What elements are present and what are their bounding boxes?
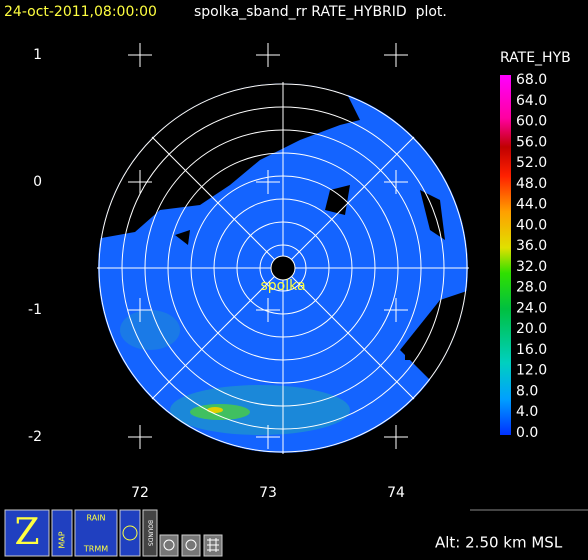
colorbar-label: 40.0 [516, 217, 547, 233]
zoom-buttons[interactable] [159, 534, 223, 557]
z-button[interactable]: Z [4, 509, 50, 557]
colorbar-title: RATE_HYB [500, 50, 571, 66]
lat-lon-crosses [128, 43, 408, 449]
altitude-label: Alt: 2.50 km MSL [435, 534, 563, 552]
svg-text:RAIN: RAIN [86, 514, 105, 523]
toolbar: Z MAP RAIN TRMM BOUNDS [4, 509, 223, 557]
x-label: 72 [131, 485, 149, 501]
colorbar-label: 64.0 [516, 93, 547, 109]
colorbar-label: 0.0 [516, 425, 538, 441]
svg-text:Z: Z [14, 512, 39, 553]
colorbar-label: 32.0 [516, 259, 547, 275]
colorbar-label: 60.0 [516, 114, 547, 130]
bounds-button[interactable]: BOUNDS [142, 509, 158, 557]
colorbar-label: 24.0 [516, 300, 547, 316]
x-label: 74 [387, 485, 405, 501]
station-marker [270, 255, 296, 281]
y-label: -2 [28, 429, 42, 445]
svg-text:BOUNDS: BOUNDS [147, 520, 154, 546]
y-label: 1 [33, 47, 42, 63]
colorbar-label: 20.0 [516, 321, 547, 337]
colorbar-label: 56.0 [516, 134, 547, 150]
timestamp: 24-oct-2011,08:00:00 [4, 4, 157, 20]
colorbar [500, 75, 511, 435]
station-label: spolka [260, 278, 305, 294]
colorbar-label: 68.0 [516, 72, 547, 88]
range-rings [97, 82, 469, 454]
colorbar-label: 8.0 [516, 383, 538, 399]
colorbar-label: 12.0 [516, 363, 547, 379]
colorbar-label: 44.0 [516, 197, 547, 213]
x-label: 73 [259, 485, 277, 501]
plot-title: spolka_sband_rr RATE_HYBRID plot. [194, 4, 447, 20]
y-label: 0 [33, 174, 42, 190]
colorbar-label: 16.0 [516, 342, 547, 358]
colorbar-label: 48.0 [516, 176, 547, 192]
radar-button[interactable] [119, 509, 141, 557]
colorbar-label: 4.0 [516, 404, 538, 420]
rain-trmm-button[interactable]: RAIN TRMM [74, 509, 118, 557]
map-button[interactable]: MAP [51, 509, 73, 557]
svg-text:MAP: MAP [58, 531, 67, 548]
colorbar-label: 28.0 [516, 280, 547, 296]
svg-text:TRMM: TRMM [83, 545, 108, 554]
colorbar-label: 36.0 [516, 238, 547, 254]
y-label: -1 [28, 302, 42, 318]
colorbar-label: 52.0 [516, 155, 547, 171]
